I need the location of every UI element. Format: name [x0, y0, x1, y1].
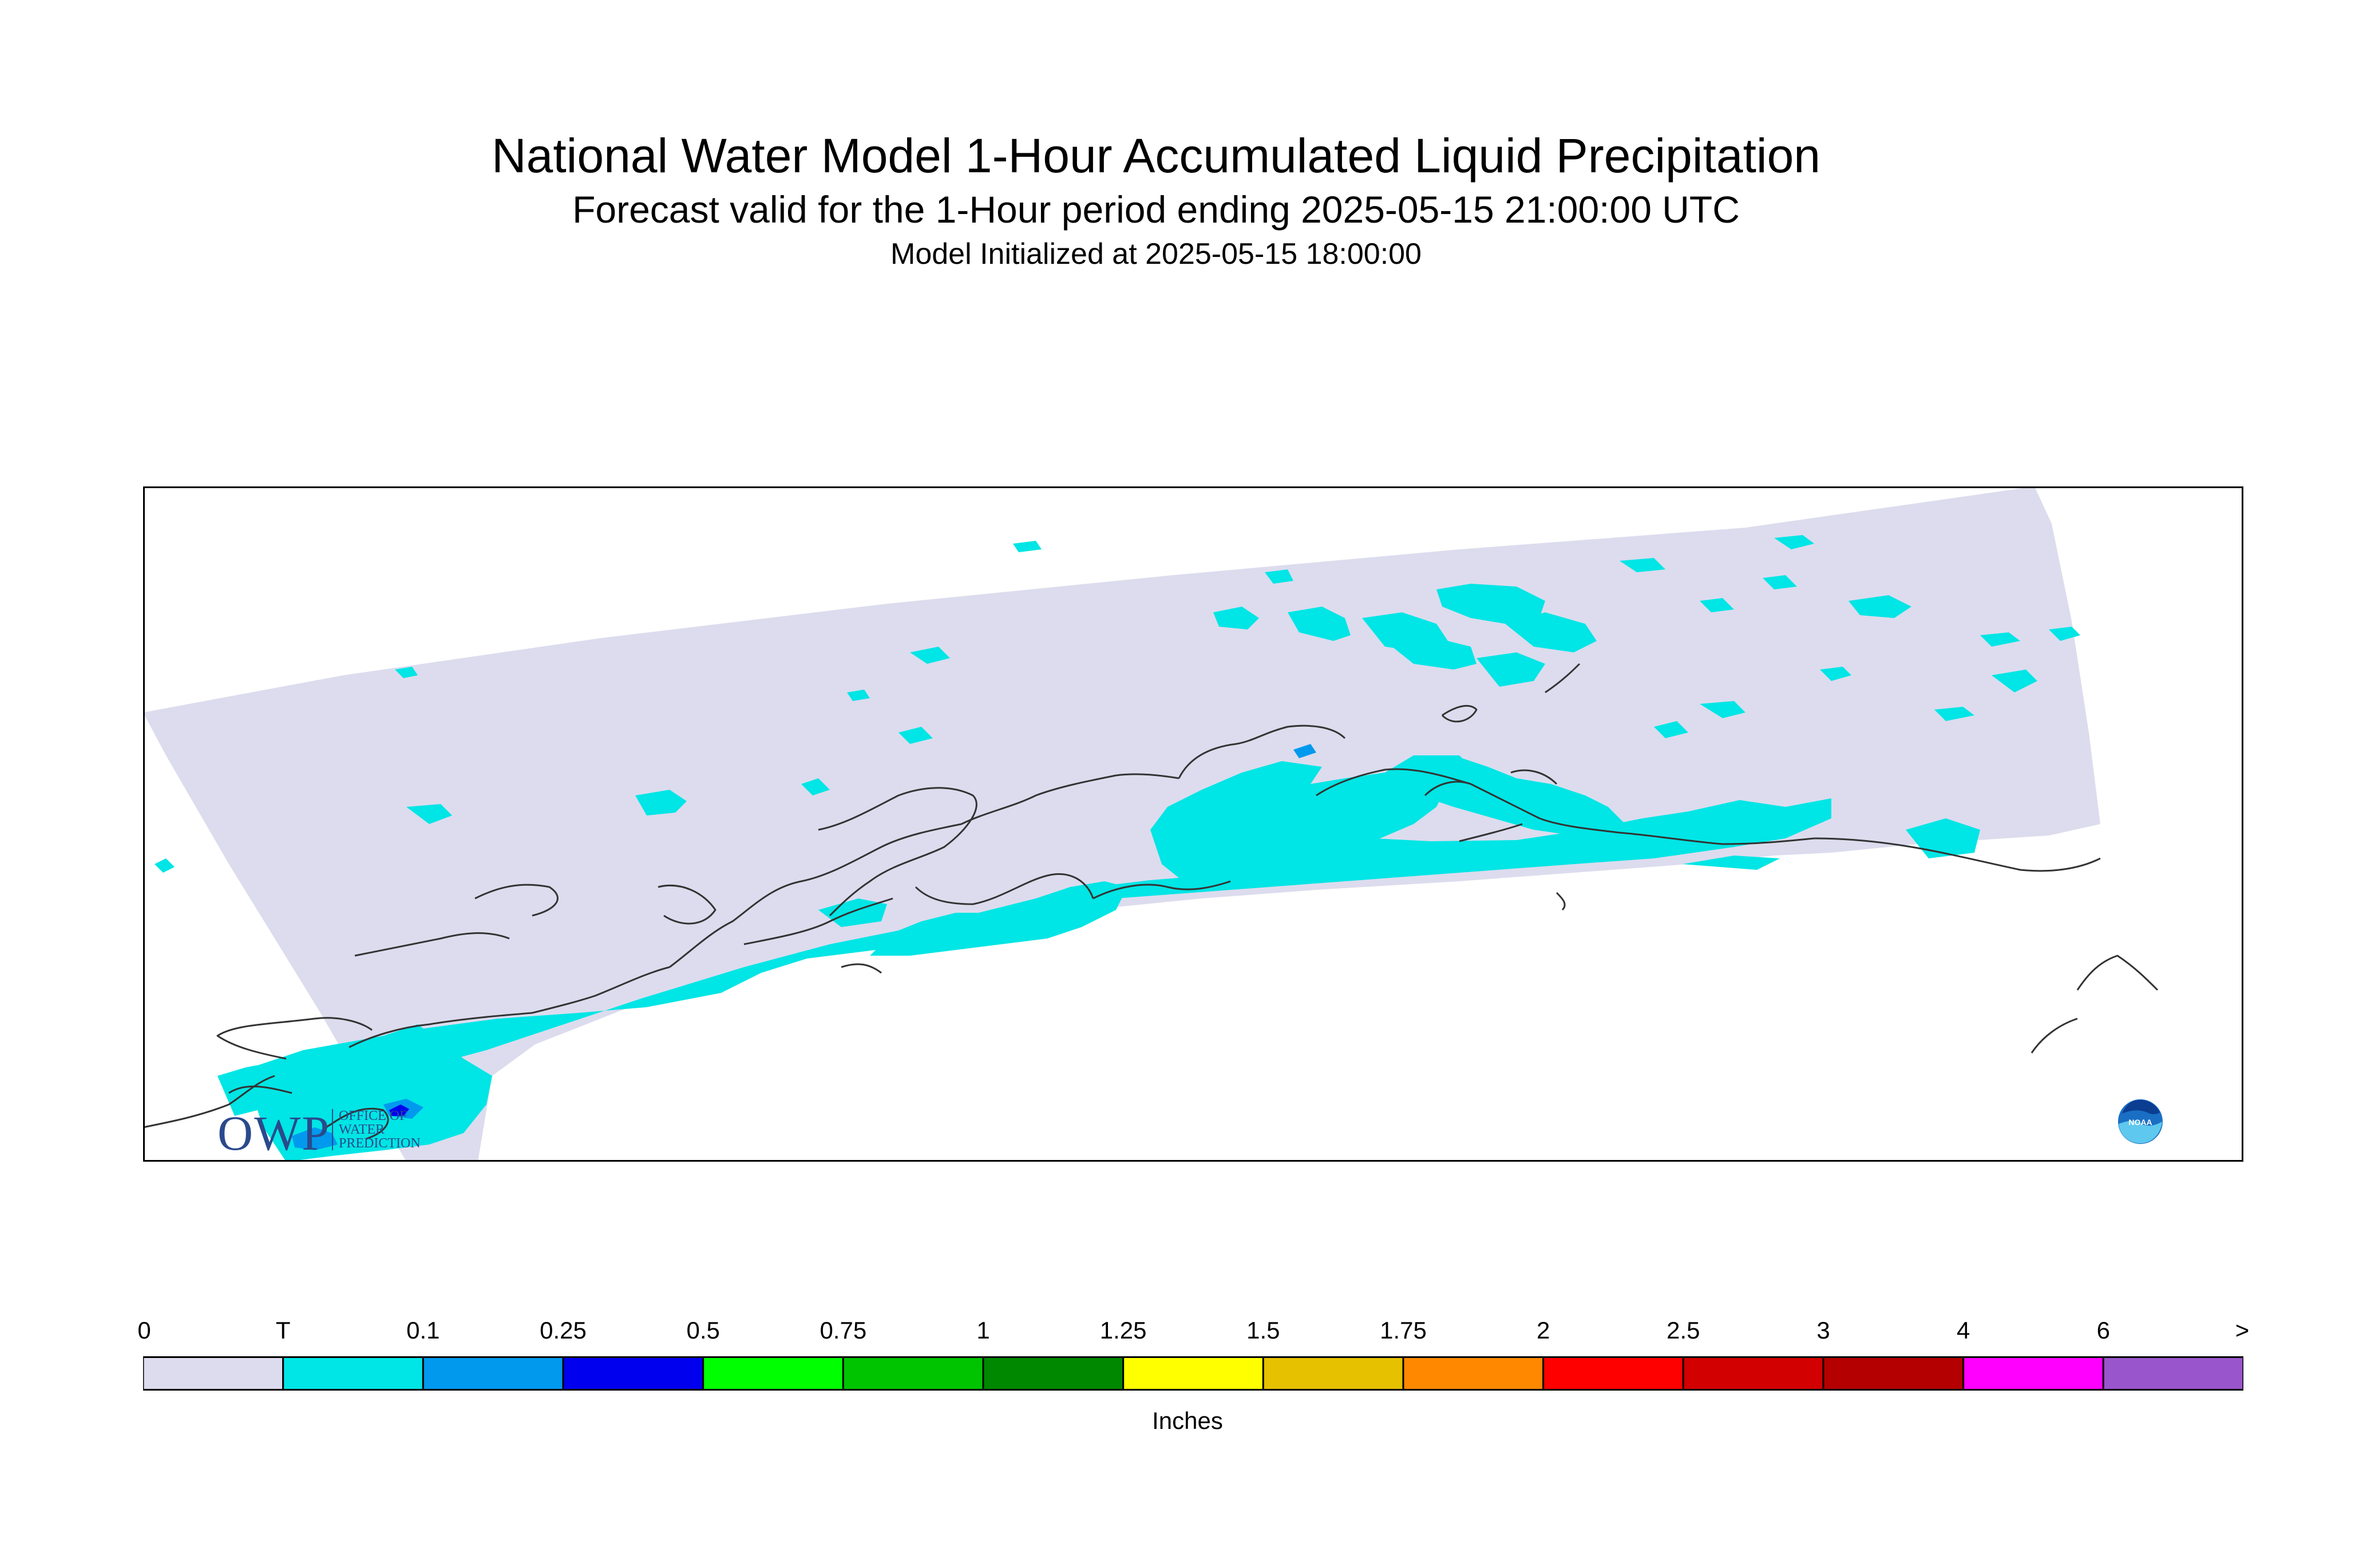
coastlines	[143, 663, 2159, 1140]
legend-swatch	[2102, 1356, 2243, 1391]
legend-units: Inches	[1152, 1407, 1223, 1434]
legend-label: 6	[2096, 1317, 2111, 1344]
legend-label: 2.5	[1667, 1317, 1700, 1344]
map-subtitle: Forecast valid for the 1-Hour period end…	[572, 188, 1740, 231]
legend-swatch	[1542, 1356, 1684, 1391]
legend-swatch	[562, 1356, 704, 1391]
legend-label: 4	[1956, 1317, 1970, 1344]
init-time: Model Initialized at 2025-05-15 18:00:00	[890, 237, 1422, 271]
owp-logo: OWP OFFICE OF WATER PREDICTION	[217, 1104, 421, 1162]
noaa-logo: NOAA	[2117, 1098, 2164, 1145]
legend-swatch	[422, 1356, 564, 1391]
legend-swatch	[1402, 1356, 1545, 1391]
legend-swatch	[1822, 1356, 1965, 1391]
legend-label: 0	[137, 1317, 151, 1344]
legend-label: 1.5	[1246, 1317, 1280, 1344]
legend-label: 0.25	[540, 1317, 587, 1344]
legend-colorbar	[143, 1356, 2243, 1391]
legend-swatch	[1962, 1356, 2104, 1391]
legend-label: 0.5	[686, 1317, 720, 1344]
legend-label: 2	[1536, 1317, 1550, 1344]
owp-logo-text: OWP	[217, 1106, 331, 1161]
map-title: National Water Model 1-Hour Accumulated …	[491, 129, 1821, 183]
precip-moderate	[389, 1104, 409, 1116]
legend-swatch	[282, 1356, 424, 1391]
legend-swatch	[1122, 1356, 1264, 1391]
owp-logo-subtext: OFFICE OF WATER PREDICTION	[332, 1109, 421, 1150]
precip-trace	[155, 535, 2080, 1162]
legend-label: 1.75	[1380, 1317, 1427, 1344]
map-frame	[143, 486, 2243, 1162]
legend-label: 0.1	[406, 1317, 440, 1344]
model-domain	[143, 486, 2100, 1162]
precipitation-map	[143, 486, 2243, 1162]
noaa-logo-text: NOAA	[2128, 1118, 2152, 1127]
legend-label: >	[2235, 1317, 2250, 1344]
legend-label: 0.75	[820, 1317, 867, 1344]
legend-swatch	[982, 1356, 1125, 1391]
legend-swatch	[702, 1356, 844, 1391]
legend-swatch	[143, 1356, 284, 1391]
legend-swatch	[842, 1356, 984, 1391]
legend-label: 1.25	[1099, 1317, 1147, 1344]
legend-label: T	[275, 1317, 291, 1344]
legend-swatch	[1262, 1356, 1404, 1391]
legend-swatch	[1682, 1356, 1824, 1391]
legend-label: 1	[976, 1317, 990, 1344]
legend-label: 3	[1816, 1317, 1830, 1344]
